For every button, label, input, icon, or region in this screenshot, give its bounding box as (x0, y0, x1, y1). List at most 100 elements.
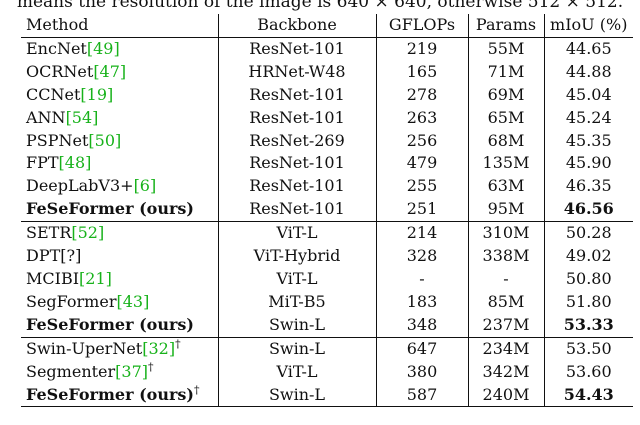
miou-cell: 53.33 (543, 313, 633, 338)
miou-cell: 44.65 (543, 37, 633, 61)
citation-link[interactable]: [54] (65, 107, 99, 127)
method-cell: Segmenter[37]† (21, 361, 218, 384)
gflops-cell: 647 (375, 337, 468, 361)
citation-link[interactable]: [52] (71, 223, 105, 243)
gflops-cell: 214 (375, 221, 468, 246)
gflops-cell: 587 (375, 383, 468, 408)
method-cell: SETR[52] (21, 222, 218, 245)
method-cell: CCNet[19] (21, 84, 218, 107)
method-name: PSPNet (26, 130, 89, 150)
miou-cell: 46.35 (543, 175, 633, 199)
citation-link[interactable]: [48] (58, 153, 92, 173)
citation-link[interactable]: [6] (133, 176, 157, 196)
backbone-cell: Swin-L (217, 313, 376, 338)
backbone-cell: ResNet-101 (217, 175, 376, 199)
method-name: OCRNet (26, 61, 94, 81)
miou-cell: 50.80 (543, 267, 633, 291)
params-cell: 237M (467, 313, 544, 338)
method-name: FeSeFormer (ours) (26, 384, 194, 404)
params-cell: 234M (467, 337, 544, 361)
method-name: FPT (26, 153, 59, 173)
miou-cell: 50.28 (543, 221, 633, 246)
params-cell: - (467, 267, 544, 291)
miou-cell: 45.04 (543, 83, 633, 107)
dagger-mark: † (193, 383, 200, 397)
table-row: CCNet[19] ResNet-101 278 69M 45.04 (21, 83, 633, 107)
backbone-cell: ResNet-101 (217, 198, 376, 223)
params-cell: 342M (467, 360, 544, 384)
table-row: Segmenter[37]† ViT-L 380 342M 53.60 (21, 360, 633, 384)
method-name: MCIBI (26, 268, 80, 288)
method-cell: Swin-UperNet[32]† (21, 337, 218, 360)
citation-link[interactable]: [43] (116, 291, 150, 311)
method-cell: PSPNet[50] (21, 130, 218, 153)
method-cell: OCRNet[47] (21, 61, 218, 84)
table-row: DPT[?] ViT-Hybrid 328 338M 49.02 (21, 245, 633, 268)
miou-cell: 53.60 (543, 360, 633, 384)
method-name: DPT (26, 246, 61, 266)
backbone-cell: HRNet-W48 (217, 60, 376, 84)
params-cell: 69M (467, 83, 544, 107)
backbone-cell: ViT-L (217, 221, 376, 246)
citation-link[interactable]: [49] (86, 38, 120, 58)
method-cell: DeepLabV3+[6] (21, 175, 218, 198)
citation-link[interactable]: [50] (88, 130, 122, 150)
table-row: FeSeFormer (ours) Swin-L 348 237M 53.33 (21, 313, 633, 338)
method-cell: DPT[?] (21, 245, 218, 268)
method-cell: FeSeFormer (ours) (21, 313, 218, 338)
table-row: SETR[52] ViT-L 214 310M 50.28 (21, 221, 633, 246)
table-row: FeSeFormer (ours)† Swin-L 587 240M 54.43 (21, 383, 633, 408)
header-row: Method Backbone GFLOPs Params mIoU (%) (21, 14, 633, 38)
column-header-gflops: GFLOPs (375, 14, 468, 38)
citation-link[interactable]: [19] (80, 84, 114, 104)
method-cell: FeSeFormer (ours) (21, 198, 218, 223)
miou-cell: 54.43 (543, 383, 633, 408)
method-cell: MCIBI[21] (21, 268, 218, 291)
method-name: DeepLabV3+ (26, 176, 134, 196)
citation-link[interactable]: [47] (93, 61, 127, 81)
miou-cell: 45.90 (543, 152, 633, 176)
gflops-cell: 328 (375, 245, 468, 268)
backbone-cell: MiT-B5 (217, 290, 376, 314)
miou-cell: 51.80 (543, 290, 633, 314)
gflops-cell: 219 (375, 37, 468, 61)
method-cell: FeSeFormer (ours)† (21, 383, 218, 408)
params-cell: 310M (467, 221, 544, 246)
method-cell: SegFormer[43] (21, 291, 218, 314)
backbone-cell: ResNet-269 (217, 129, 376, 153)
citation-link[interactable]: [37] (115, 361, 149, 381)
gflops-cell: 183 (375, 290, 468, 314)
params-cell: 135M (467, 152, 544, 176)
table-row: DeepLabV3+[6] ResNet-101 255 63M 46.35 (21, 175, 633, 199)
dagger-mark: † (175, 337, 181, 351)
backbone-cell: ViT-Hybrid (217, 245, 376, 268)
method-name: SETR (26, 223, 72, 243)
gflops-cell: 278 (375, 83, 468, 107)
table-row: Swin-UperNet[32]† Swin-L 647 234M 53.50 (21, 337, 633, 361)
method-cell: EncNet[49] (21, 37, 218, 60)
citation-link[interactable]: [21] (79, 268, 112, 288)
results-table: Method Backbone GFLOPs Params mIoU (%) E… (21, 14, 633, 408)
miou-cell: 45.24 (543, 106, 633, 130)
params-cell: 95M (467, 198, 544, 223)
backbone-cell: ResNet-101 (217, 152, 376, 176)
citation-link[interactable]: [32] (142, 338, 176, 358)
method-name: CCNet (26, 84, 81, 104)
table-row: EncNet[49] ResNet-101 219 55M 44.65 (21, 37, 633, 61)
caption-text: means the resolution of the image is 640… (16, 0, 624, 12)
gflops-cell: 380 (375, 360, 468, 384)
params-cell: 55M (467, 37, 544, 61)
table-row: ANN[54] ResNet-101 263 65M 45.24 (21, 106, 633, 130)
backbone-cell: ResNet-101 (217, 37, 376, 61)
gflops-cell: 165 (375, 60, 468, 84)
miou-cell: 53.50 (543, 337, 633, 361)
method-name: FeSeFormer (ours) (26, 199, 194, 219)
backbone-cell: ViT-L (217, 360, 376, 384)
gflops-cell: - (375, 267, 468, 291)
params-cell: 85M (467, 290, 544, 314)
backbone-cell: ResNet-101 (217, 106, 376, 130)
params-cell: 68M (467, 129, 544, 153)
params-cell: 63M (467, 175, 544, 199)
table-row: FeSeFormer (ours) ResNet-101 251 95M 46.56 (21, 198, 633, 223)
miou-cell: 46.56 (543, 198, 633, 223)
